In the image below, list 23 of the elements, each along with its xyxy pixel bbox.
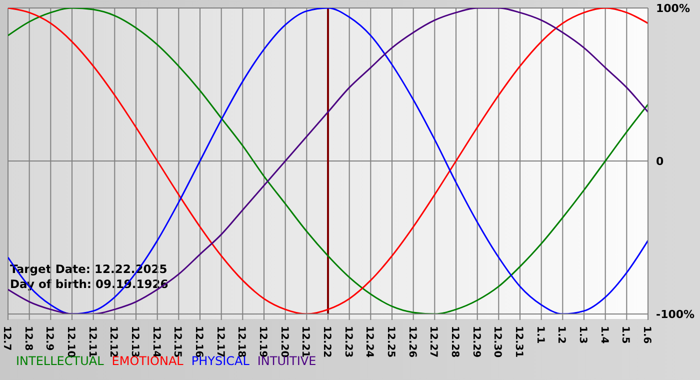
x-tick-label: 12.25 [385, 326, 396, 358]
x-tick-label: 12.7 [1, 326, 12, 351]
x-tick-label: 12.22 [321, 326, 332, 358]
x-tick-label: 1.2 [556, 326, 567, 344]
x-tick-label: 12.28 [449, 326, 460, 358]
x-tick-label: 12.23 [342, 326, 354, 358]
y-tick-label: 100% [656, 2, 690, 15]
x-tick-label: 1.3 [577, 326, 588, 344]
y-tick-label: 0 [656, 154, 664, 168]
y-tick-label: -100% [656, 308, 695, 321]
x-tick-label: 12.27 [428, 326, 439, 358]
x-tick-label: 1.6 [641, 326, 652, 344]
x-tick-label: 12.29 [470, 326, 482, 358]
x-tick-label: 1.4 [598, 326, 610, 344]
x-tick-label: 12.26 [406, 326, 418, 358]
x-tick-label: 1.5 [620, 326, 631, 344]
x-tick-label: 12.24 [364, 326, 375, 358]
x-tick-label: 1.1 [534, 326, 546, 344]
x-tick-label: 12.8 [22, 326, 34, 351]
x-tick-label: 12.9 [44, 326, 55, 351]
x-tick-label: 12.18 [236, 326, 247, 358]
x-tick-label: 12.30 [492, 326, 503, 358]
x-tick-label: 12.31 [513, 326, 524, 358]
